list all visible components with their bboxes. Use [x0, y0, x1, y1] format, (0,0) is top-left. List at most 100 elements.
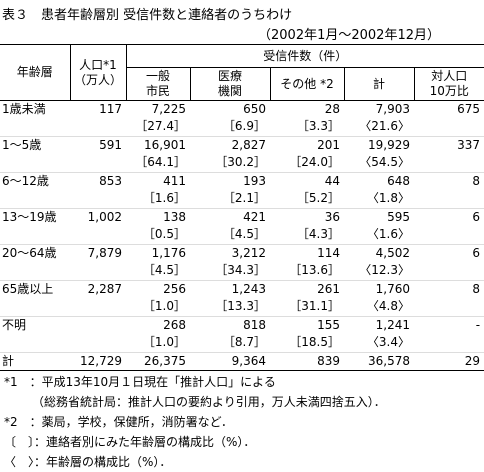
cell-ratio: 〈12.3〉 — [359, 263, 410, 277]
cell-value: 193 — [243, 174, 266, 188]
cell-ratio: ［34.3］ — [215, 263, 266, 277]
cell-value: 201 — [317, 138, 340, 152]
table-row: 6～12歳 853 411 ［1.6］ 193 ［2.1］ 44 ［5.2］ 648 〈1.8〉 8 — [0, 172, 484, 209]
cell-value: 13～19歳 — [2, 210, 57, 224]
cell-value: 2,827 — [231, 138, 266, 152]
cell-ratio: ［1.0］ — [142, 335, 186, 349]
subtitle: （2002年1月～2002年12月） — [258, 28, 440, 43]
table-cell: 138 ［0.5］ — [126, 208, 190, 245]
header-text: （万人） — [73, 72, 122, 87]
cell-ratio: ［13.3］ — [215, 299, 266, 313]
header-text: 対人口 — [431, 69, 468, 83]
cell-value: 6 — [472, 210, 481, 224]
header-cell: 計 — [344, 67, 415, 101]
table-cell: 839 — [270, 352, 344, 371]
cell-value: 65歳以上 — [2, 282, 54, 296]
header-text: 医療 — [217, 69, 242, 83]
table-cell: 6～12歳 — [0, 172, 70, 209]
cell-value: 591 — [99, 138, 122, 152]
note: （総務省統計局：推計人口の要約より引用，万人未満四捨五入）． — [32, 395, 386, 409]
cell-ratio: 〈4.8〉 — [366, 299, 410, 313]
table-cell: 411 ［1.6］ — [126, 172, 190, 209]
table-cell: 193 ［2.1］ — [190, 172, 270, 209]
table-cell: 不明 — [0, 316, 70, 353]
table-cell: 261 ［31.1］ — [270, 280, 344, 317]
cell-ratio: ［13.6］ — [289, 263, 340, 277]
header-text: 市民 — [145, 84, 170, 98]
cell-ratio: ［4.5］ — [222, 227, 266, 241]
cell-ratio: 〈1.8〉 — [366, 191, 410, 205]
title: 表３ 患者年齢層別 受信件数と連絡者のうちわけ — [2, 8, 293, 23]
cell-value: 261 — [317, 282, 340, 296]
table-cell: 65歳以上 — [0, 280, 70, 317]
header-text: 機関 — [217, 84, 242, 98]
table-cell: 26,375 — [126, 352, 190, 371]
cell-value: 256 — [163, 282, 186, 296]
table-cell: 3,212 ［34.3］ — [190, 244, 270, 281]
table: 年齢層 人口*1 （万人） 受信件数（件） 一般 市民 医療 機関 その他 *2 計 … — [0, 44, 484, 371]
table-cell: 36 ［4.3］ — [270, 208, 344, 245]
table-cell: 595 〈1.6〉 — [344, 208, 414, 245]
header-text: 人口*1 — [79, 57, 117, 72]
cell-value: 155 — [317, 318, 340, 332]
cell-value: 44 — [324, 174, 340, 188]
cell-value: 648 — [387, 174, 410, 188]
table-body: 1歳未満 117 7,225 ［27.4］ 650 ［6.9］ 28 ［3.3］ 7,903 〈2… — [0, 100, 484, 371]
cell-value: 4,502 — [375, 246, 410, 260]
table-cell: 853 — [70, 172, 126, 209]
header-cell: その他 *2 — [270, 67, 345, 101]
cell-value: 853 — [99, 174, 122, 188]
table-cell: 1,760 〈4.8〉 — [344, 280, 414, 317]
table-cell: 1,176 ［4.5］ — [126, 244, 190, 281]
cell-ratio: 〈21.6〉 — [359, 119, 410, 133]
table-cell: 8 — [414, 172, 484, 209]
cell-value: 6 — [472, 246, 481, 260]
cell-ratio: ［0.5］ — [142, 227, 186, 241]
table-cell: 1歳未満 — [0, 100, 70, 137]
cell-ratio: ［6.9］ — [222, 119, 266, 133]
cell-value: 不明 — [2, 318, 27, 332]
table-row: 65歳以上 2,287 256 ［1.0］ 1,243 ［13.3］ 261 ［31.1］ 1,… — [0, 280, 484, 317]
table-cell: 20～64歳 — [0, 244, 70, 281]
table-cell — [70, 316, 126, 353]
table-cell: 337 — [414, 136, 484, 173]
table-cell: 675 — [414, 100, 484, 137]
cell-value: 1,002 — [87, 210, 122, 224]
table-cell: 421 ［4.5］ — [190, 208, 270, 245]
table-cell: 114 ［13.6］ — [270, 244, 344, 281]
table-cell: 818 ［8.7］ — [190, 316, 270, 353]
table-cell: 6 — [414, 208, 484, 245]
cell-ratio: ［31.1］ — [289, 299, 340, 313]
header-cell: 対人口 10万比 — [414, 68, 484, 101]
table-cell: 7,879 — [70, 244, 126, 281]
cell-value: 7,903 — [375, 102, 410, 116]
cell-value: 675 — [457, 102, 481, 116]
header-cell: 受信件数（件） — [126, 44, 484, 68]
table-cell: 2,287 — [70, 280, 126, 317]
cell-value: 7,225 — [151, 102, 186, 116]
cell-ratio: ［18.5］ — [289, 335, 340, 349]
cell-value: 16,901 — [144, 138, 186, 152]
cell-value: 650 — [243, 102, 266, 116]
table-cell: 268 ［1.0］ — [126, 316, 190, 353]
table-cell: 7,225 ［27.4］ — [126, 100, 190, 137]
cell-ratio: 〈1.6〉 — [366, 227, 410, 241]
table-cell: 4,502 〈12.3〉 — [344, 244, 414, 281]
cell-ratio: ［1.0］ — [142, 299, 186, 313]
table-cell: 13～19歳 — [0, 208, 70, 245]
cell-value: 114 — [317, 246, 340, 260]
cell-ratio: 〈54.5〉 — [359, 155, 410, 169]
cell-value: 1,176 — [151, 246, 186, 260]
note: 〈 〉：年齢層の構成比（%）． — [4, 455, 172, 469]
note: 〔 〕：連絡者別にみた年齢層の構成比（%）． — [4, 435, 256, 449]
header-text: 10万比 — [429, 84, 469, 98]
cell-ratio: ［64.1］ — [135, 155, 186, 169]
table-cell: 1,241 〈3.4〉 — [344, 316, 414, 353]
cell-value: 28 — [324, 102, 340, 116]
table-cell: 117 — [70, 100, 126, 137]
note: *2 ：薬局，学校，保健所，消防署など． — [4, 415, 234, 429]
header-cell: 年齢層 — [0, 44, 71, 101]
table-row: 1～5歳 591 16,901 ［64.1］ 2,827 ［30.2］ 201 ［24.0］ 1… — [0, 136, 484, 173]
table-cell: 1～5歳 — [0, 136, 70, 173]
cell-value: 6～12歳 — [2, 174, 49, 188]
